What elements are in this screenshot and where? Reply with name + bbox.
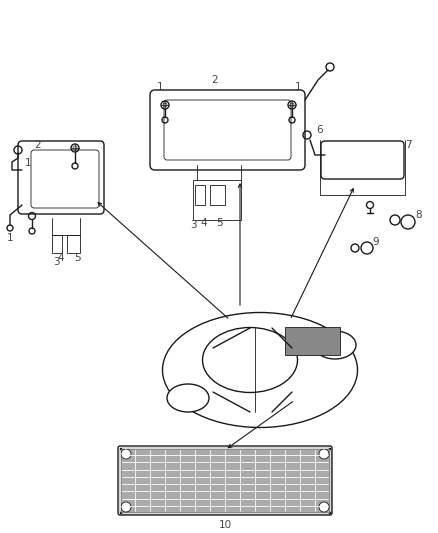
Circle shape xyxy=(319,502,329,512)
Text: 2: 2 xyxy=(212,75,218,85)
Ellipse shape xyxy=(162,312,357,427)
Text: 3: 3 xyxy=(53,257,59,267)
Bar xyxy=(210,185,225,205)
Bar xyxy=(285,327,340,355)
Bar xyxy=(67,235,80,253)
Circle shape xyxy=(121,502,131,512)
Text: 4: 4 xyxy=(200,218,207,228)
Ellipse shape xyxy=(167,384,209,412)
Bar xyxy=(193,180,241,220)
Bar xyxy=(120,448,330,513)
Text: 1: 1 xyxy=(7,233,14,243)
Ellipse shape xyxy=(314,331,356,359)
Ellipse shape xyxy=(202,327,297,392)
Bar xyxy=(52,235,62,253)
Text: 8: 8 xyxy=(415,210,422,220)
Text: 10: 10 xyxy=(219,520,232,530)
Text: 7: 7 xyxy=(405,140,412,150)
Text: 5: 5 xyxy=(216,218,223,228)
Text: 5: 5 xyxy=(74,253,81,263)
Circle shape xyxy=(121,449,131,459)
Text: 6: 6 xyxy=(317,125,323,135)
Text: 9: 9 xyxy=(372,237,378,247)
Text: 1: 1 xyxy=(25,158,32,168)
Text: 4: 4 xyxy=(57,253,64,263)
Text: 1: 1 xyxy=(157,82,164,92)
Text: 3: 3 xyxy=(190,220,196,230)
Circle shape xyxy=(319,449,329,459)
Text: 1: 1 xyxy=(295,82,302,92)
Bar xyxy=(195,185,205,205)
Text: 2: 2 xyxy=(35,140,41,150)
